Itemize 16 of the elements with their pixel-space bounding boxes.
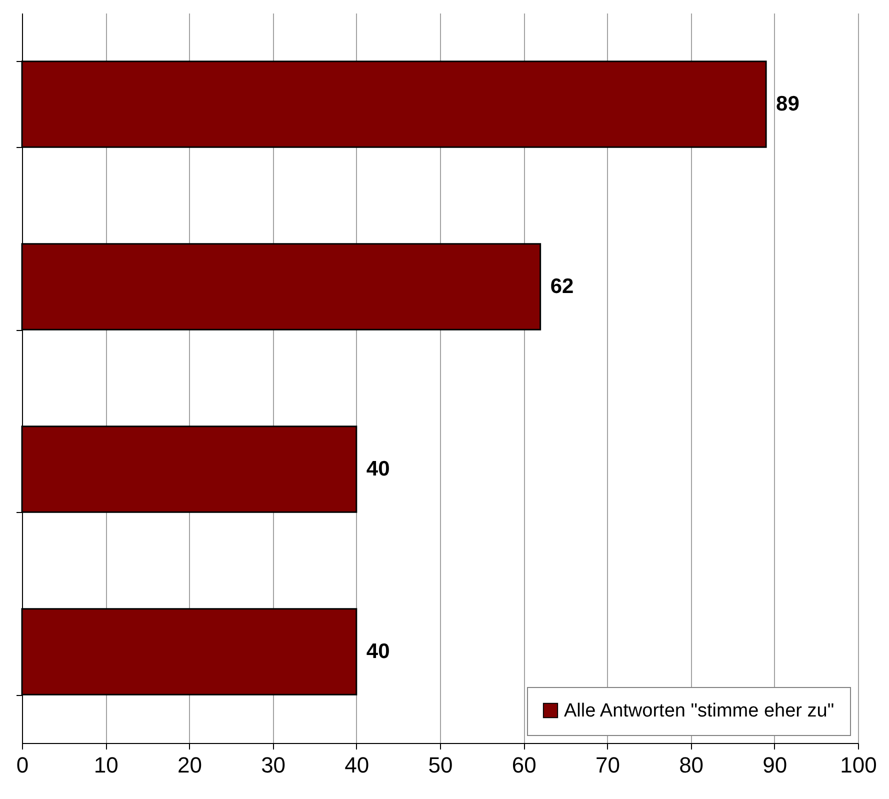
x-tick-label: 60 [512, 752, 536, 778]
data-label: 40 [366, 640, 390, 663]
x-tick-label: 70 [595, 752, 620, 778]
x-tick-label: 80 [679, 752, 704, 778]
data-label: 62 [550, 274, 574, 298]
x-tick-label: 0 [16, 752, 29, 778]
x-tick-label: 90 [762, 752, 788, 778]
x-tick-label: 30 [261, 752, 286, 778]
x-tick-label: 10 [94, 752, 118, 778]
x-tick-label: 20 [177, 752, 202, 778]
data-label: 89 [776, 92, 800, 116]
x-tick-label: 100 [840, 752, 877, 778]
x-tick-label: 40 [344, 752, 370, 778]
x-tick-label: 50 [428, 752, 453, 778]
legend-label: Alle Antworten "stimme eher zu" [564, 700, 834, 722]
data-label: 40 [366, 457, 390, 480]
